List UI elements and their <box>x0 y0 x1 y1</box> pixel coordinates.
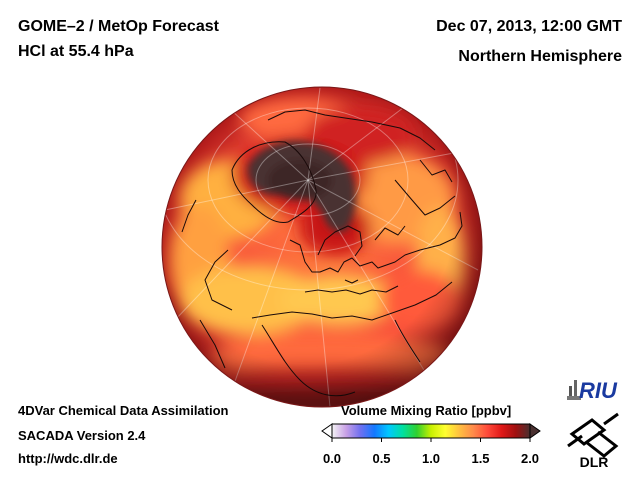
colorbar-tick-label: 2.0 <box>520 451 540 466</box>
hemisphere-label: Northern Hemisphere <box>458 48 622 65</box>
dlr-logo-text: DLR <box>580 454 609 470</box>
map-subtitle: HCl at 55.4 hPa <box>18 43 134 60</box>
map-title: GOME–2 / MetOp Forecast <box>18 18 219 35</box>
footer-method: 4DVar Chemical Data Assimilation <box>18 403 229 418</box>
globe-outline <box>161 86 483 408</box>
colorbar-tick-label: 0.5 <box>372 451 391 466</box>
colorbar-max-arrow <box>529 423 541 439</box>
colorbar-tick-label: 1.0 <box>421 451 441 466</box>
footer-version: SACADA Version 2.4 <box>18 428 146 443</box>
colorbar-tick-label: 1.5 <box>471 451 490 466</box>
forecast-datetime: Dec 07, 2013, 12:00 GMT <box>436 18 622 35</box>
colorbar-title: Volume Mixing Ratio [ppbv] <box>341 403 512 418</box>
dlr-logo: DLR <box>567 412 619 470</box>
colorbar-min-arrow <box>321 423 333 439</box>
colorbar-tick-label: 0.0 <box>322 451 342 466</box>
riu-logo-text: RIU <box>579 378 618 403</box>
colorbar-gradient <box>331 423 531 439</box>
riu-logo: RIU <box>567 378 618 403</box>
footer-url[interactable]: http://wdc.dlr.de <box>18 451 118 466</box>
